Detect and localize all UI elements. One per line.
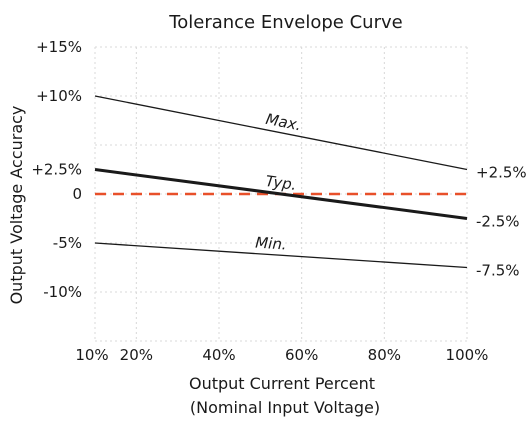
x-tick-label: 10% [75, 346, 108, 364]
y-tick-label: +2.5% [31, 161, 82, 179]
x-tick-label: 60% [285, 346, 318, 364]
x-tick-label: 80% [368, 346, 401, 364]
series-end-label: +2.5% [476, 164, 527, 182]
series-line-max [94, 95, 468, 171]
y-tick-label: +15% [36, 38, 82, 56]
series-line-typ [94, 168, 468, 220]
series-end-label: -7.5% [476, 262, 520, 280]
y-tick-label: -10% [43, 283, 82, 301]
y-tick-label: +10% [36, 87, 82, 105]
x-tick-label: 100% [446, 346, 489, 364]
series-annotations: Max.Typ.Min. [255, 110, 303, 254]
series-name-label: Min. [255, 234, 288, 254]
y-tick-labels: +15% +10% +2.5% 0 -5% -10% [31, 38, 82, 301]
series-line-min [94, 242, 468, 269]
series-lines [94, 95, 468, 269]
y-tick-label: -5% [53, 234, 82, 252]
x-tick-labels: 10% 20% 40% 60% 80% 100% [75, 346, 488, 364]
series-name-label: Typ. [264, 172, 297, 194]
x-axis-label: Output Current Percent [189, 374, 375, 393]
x-axis-sublabel: (Nominal Input Voltage) [190, 398, 380, 417]
chart-title: Tolerance Envelope Curve [168, 12, 402, 33]
y-tick-label: 0 [72, 185, 82, 203]
y-axis-label: Output Voltage Accuracy [7, 106, 26, 305]
series-end-label: -2.5% [476, 213, 520, 231]
x-tick-label: 20% [120, 346, 153, 364]
series-end-labels: +2.5% -2.5% -7.5% [476, 164, 527, 280]
x-tick-label: 40% [202, 346, 235, 364]
